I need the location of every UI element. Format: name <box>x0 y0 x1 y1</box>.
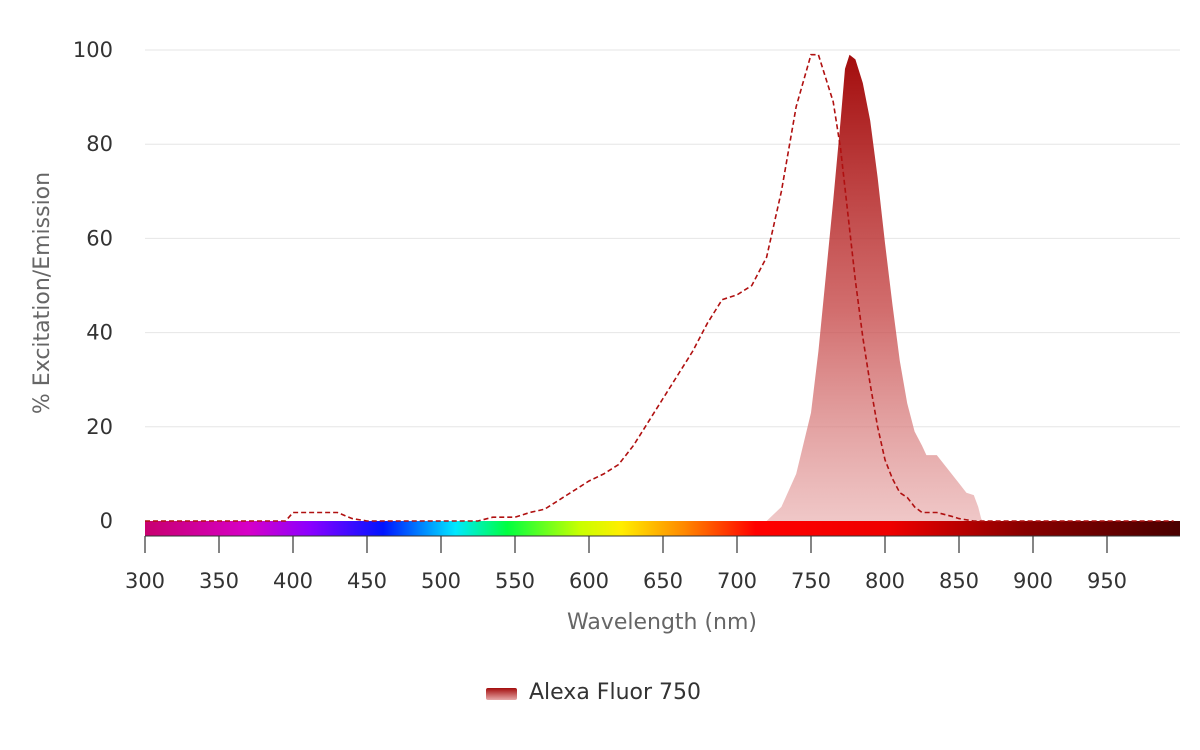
y-tick-label: 40 <box>86 321 113 345</box>
x-axis: 300 350 400 450 500 550 600 650 700 750 800 850 900 9… <box>125 535 1180 593</box>
x-axis-title: Wavelength (nm) <box>567 610 757 635</box>
x-tick-label: 600 <box>569 569 609 593</box>
x-tick-label: 450 <box>347 569 387 593</box>
y-axis-title: % Excitation/Emission <box>30 172 55 414</box>
x-tick-label: 750 <box>791 569 831 593</box>
spectrum-bar <box>145 521 1180 536</box>
x-tick-label: 900 <box>1013 569 1053 593</box>
y-tick-label: 20 <box>86 415 113 439</box>
x-tick-label: 400 <box>273 569 313 593</box>
y-tick-label: 60 <box>86 226 113 250</box>
x-tick-label: 300 <box>125 569 165 593</box>
emission-area <box>766 54 983 521</box>
gridlines <box>145 49 1180 428</box>
y-tick-label: 0 <box>100 509 113 533</box>
x-tick-label: 500 <box>421 569 461 593</box>
x-tick-label: 700 <box>717 569 757 593</box>
x-tick-label: 850 <box>939 569 979 593</box>
x-tick-label: 350 <box>199 569 239 593</box>
emission-series <box>766 54 983 521</box>
wavelength-spectrum-bar <box>145 521 1180 536</box>
legend[interactable]: Alexa Fluor 750 <box>486 680 701 705</box>
x-tick-label: 800 <box>865 569 905 593</box>
legend-label: Alexa Fluor 750 <box>529 680 701 705</box>
y-tick-label: 80 <box>86 132 113 156</box>
y-tick-label: 100 <box>73 38 113 62</box>
legend-swatch <box>486 688 517 700</box>
excitation-line <box>145 53 1174 522</box>
excitation-series <box>145 53 1174 522</box>
y-axis: 0 20 40 60 80 100 <box>73 38 113 533</box>
x-tick-label: 650 <box>643 569 683 593</box>
x-tick-label: 550 <box>495 569 535 593</box>
x-tick-label: 950 <box>1087 569 1127 593</box>
